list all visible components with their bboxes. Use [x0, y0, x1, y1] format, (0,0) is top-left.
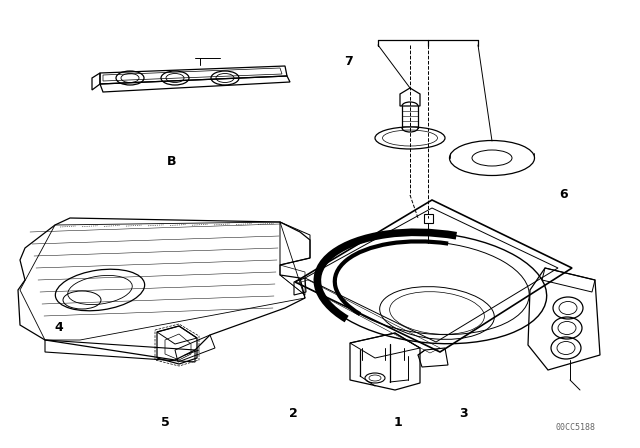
Text: 3: 3 — [460, 406, 468, 420]
Text: 2: 2 — [289, 406, 298, 420]
Text: 1: 1 — [394, 415, 403, 429]
Text: 6: 6 — [559, 188, 568, 202]
Bar — [424, 214, 433, 223]
Text: 00CC5188: 00CC5188 — [555, 423, 595, 432]
Text: B: B — [167, 155, 176, 168]
Text: 7: 7 — [344, 55, 353, 69]
Text: 5: 5 — [161, 415, 170, 429]
Text: 4: 4 — [54, 320, 63, 334]
